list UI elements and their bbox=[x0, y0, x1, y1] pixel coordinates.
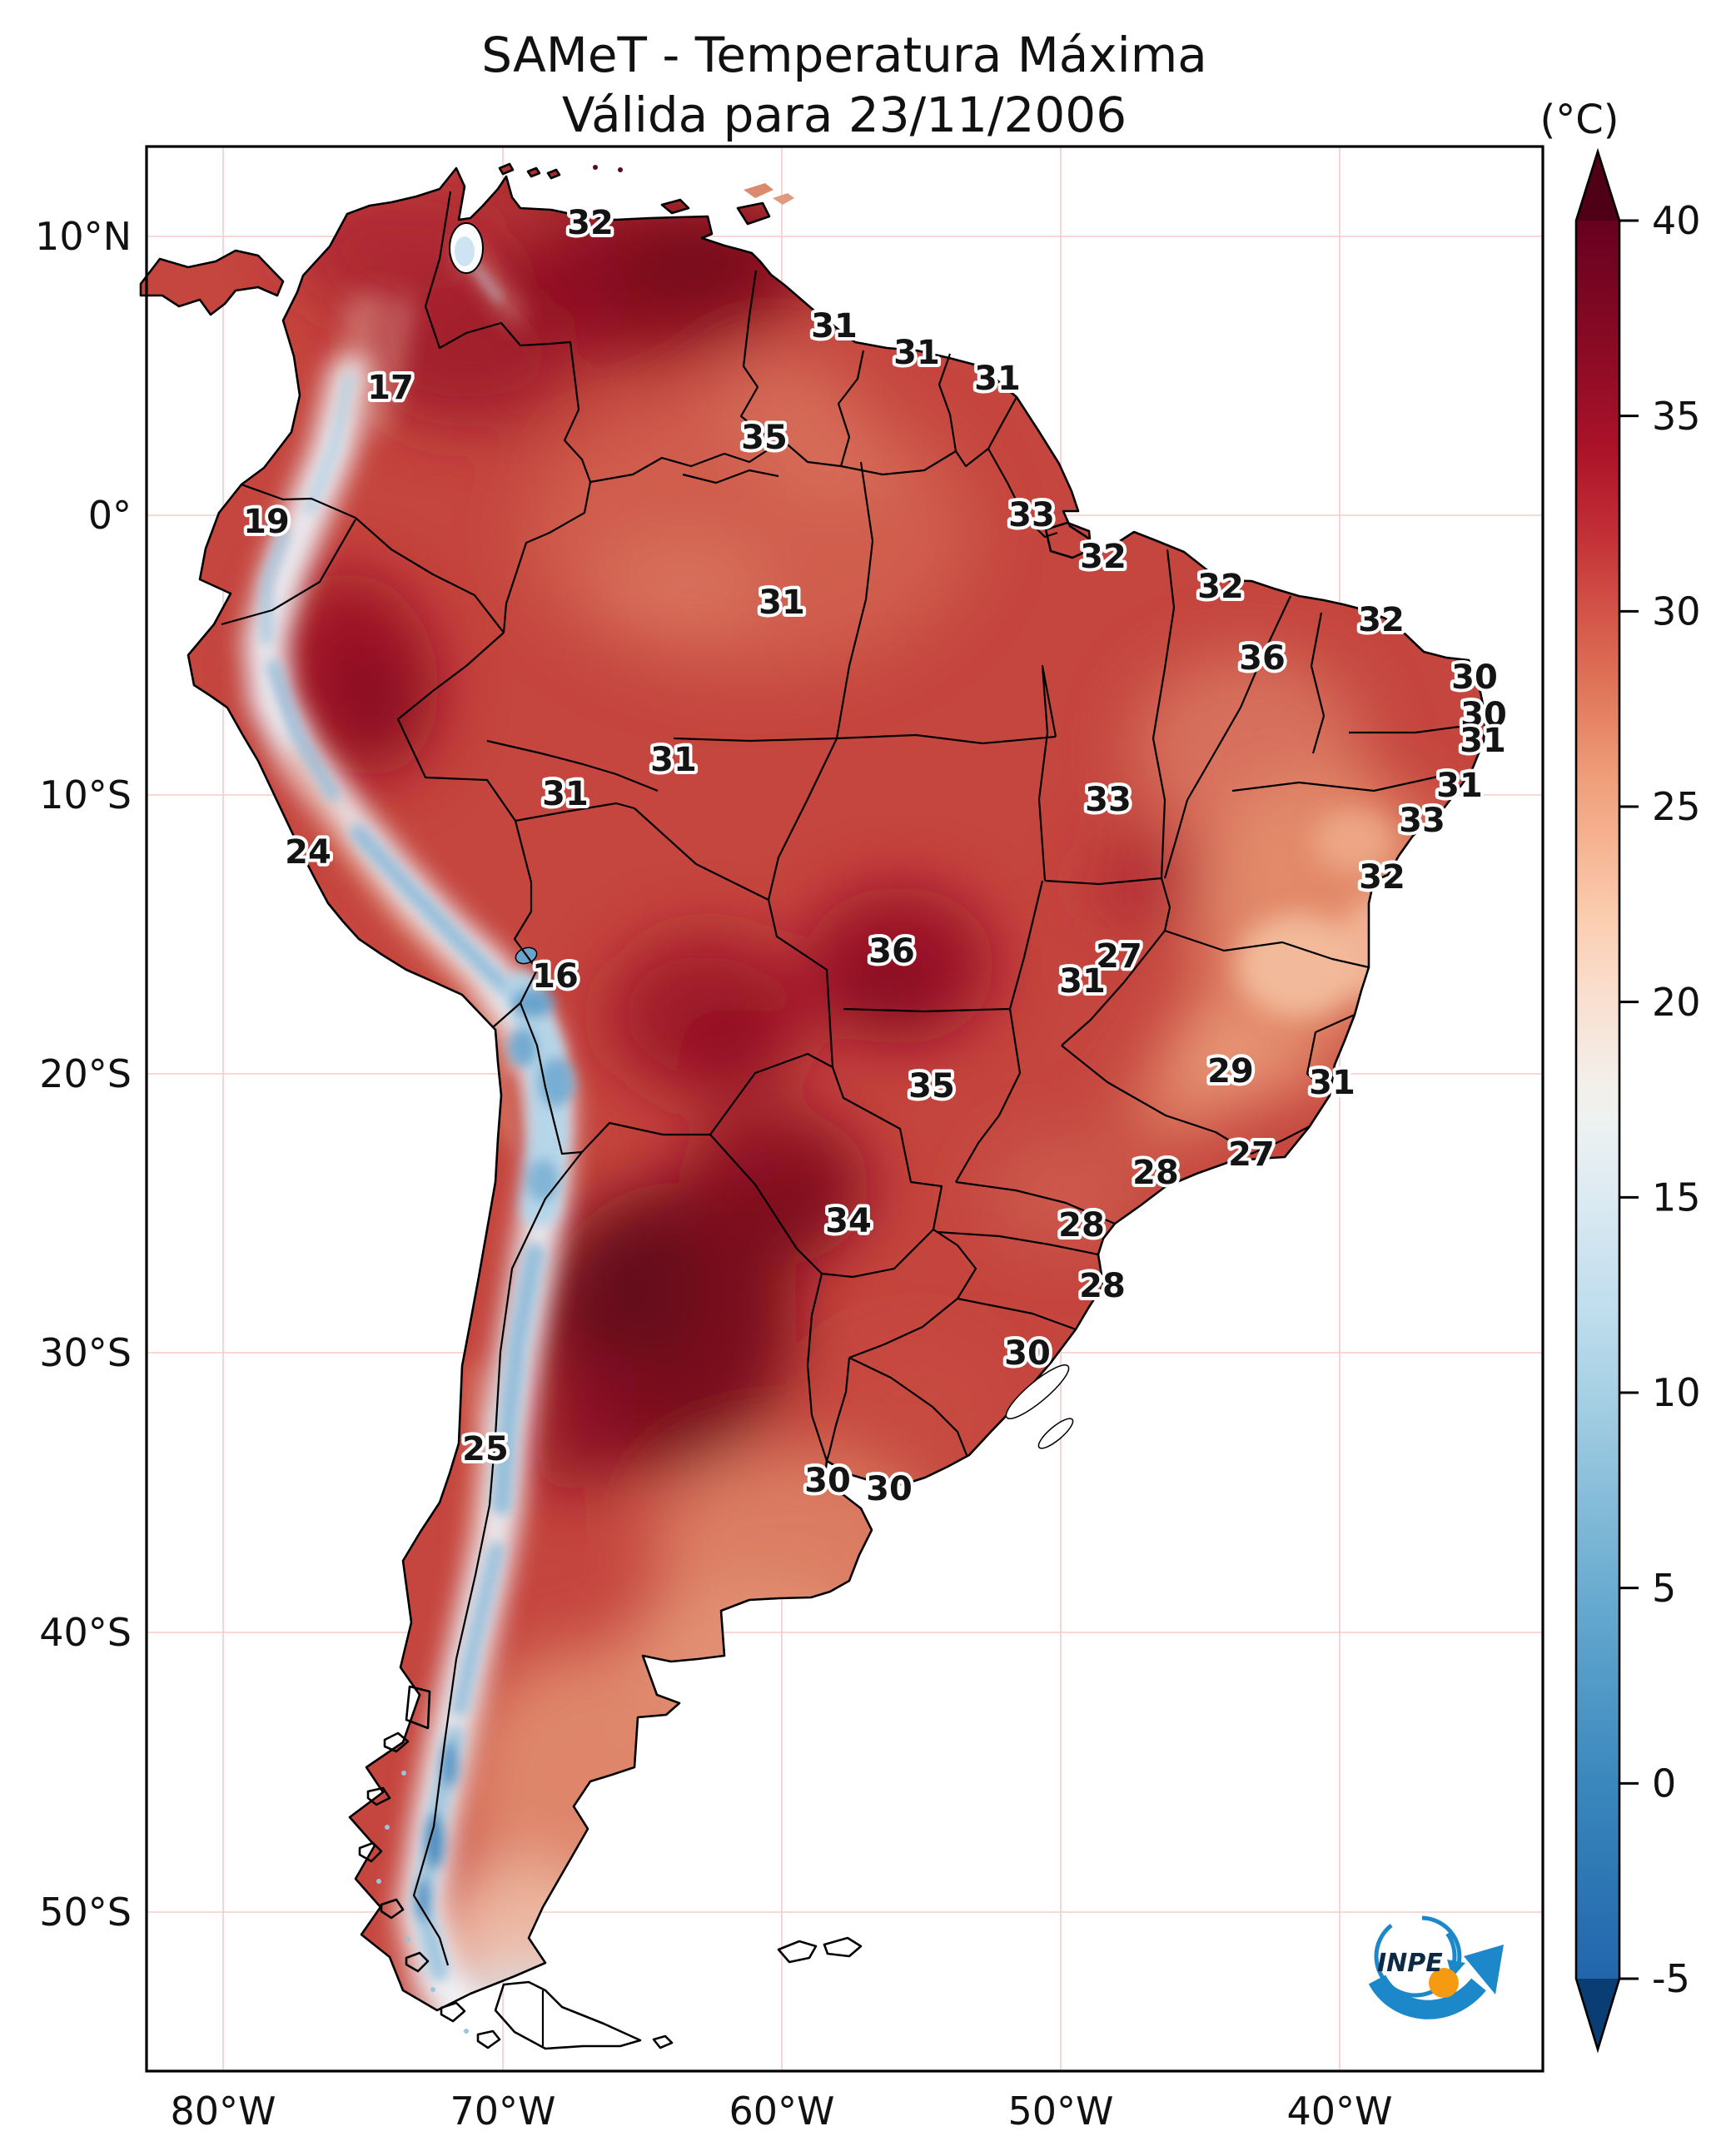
tierra-del-fuego bbox=[494, 1980, 642, 2050]
station-label: 32 bbox=[1358, 601, 1405, 639]
station-label: 32 bbox=[1197, 568, 1244, 606]
colorbar-tick-label: 15 bbox=[1652, 1175, 1701, 1220]
falkland-west bbox=[777, 1940, 818, 1964]
station-label: 24 bbox=[285, 833, 331, 872]
station-label: 16 bbox=[532, 957, 579, 996]
colorbar-tick-label: 25 bbox=[1652, 784, 1701, 829]
latitude-tick-label: 10°N bbox=[35, 214, 132, 259]
station-label: 32 bbox=[1080, 538, 1127, 576]
station-label: 34 bbox=[825, 1202, 872, 1240]
latitude-tick-label: 0° bbox=[88, 493, 132, 538]
falkland-east bbox=[823, 1936, 863, 1958]
title-block: SAMeT - Temperatura Máxima Válida para 2… bbox=[481, 27, 1207, 143]
station-label: 31 bbox=[759, 584, 805, 622]
colorbar-tick-label: 10 bbox=[1652, 1370, 1701, 1415]
longitude-tick-label: 70°W bbox=[450, 2089, 555, 2134]
latitude-tick-label: 50°S bbox=[39, 1890, 132, 1935]
station-label: 36 bbox=[868, 932, 915, 971]
colorbar-tick-label: 20 bbox=[1652, 980, 1701, 1025]
station-label: 31 bbox=[1059, 962, 1106, 1001]
station-label: 30 bbox=[866, 1470, 913, 1508]
inpe-swirl-circle bbox=[1374, 1915, 1457, 1998]
page-title: SAMeT - Temperatura Máxima bbox=[481, 27, 1207, 83]
latitude-axis: 10°N 0° 10°S 20°S 30°S 40°S 50°S bbox=[35, 214, 132, 1935]
latitude-tick-label: 10°S bbox=[39, 772, 132, 817]
page-subtitle: Válida para 23/11/2006 bbox=[562, 87, 1127, 143]
latitude-tick-label: 40°S bbox=[39, 1610, 132, 1655]
station-label: 31 bbox=[542, 775, 589, 813]
station-label: 31 bbox=[974, 360, 1021, 398]
colorbar-tick-label: 5 bbox=[1652, 1566, 1676, 1611]
station-label: 30 bbox=[1460, 696, 1507, 734]
colorbar-tick-label: 40 bbox=[1652, 198, 1701, 243]
colorbar-tick-label: 0 bbox=[1652, 1761, 1676, 1806]
station-label: 31 bbox=[893, 334, 940, 372]
station-label: 28 bbox=[1079, 1267, 1126, 1305]
inpe-orange-dot bbox=[1429, 1968, 1459, 1998]
colorbar-tick-label: 30 bbox=[1652, 589, 1701, 633]
colorbar-ticks: 40 35 30 25 20 15 10 5 0 -5 bbox=[1619, 198, 1701, 2001]
station-label: 29 bbox=[1207, 1052, 1254, 1090]
station-label: 30 bbox=[804, 1462, 851, 1500]
station-label: 30 bbox=[1451, 658, 1498, 697]
colorbar-arrow-bottom bbox=[1576, 1979, 1619, 2049]
lagoa-dos-patos bbox=[1005, 1364, 1070, 1419]
station-label: 27 bbox=[1228, 1135, 1275, 1174]
longitude-tick-label: 60°W bbox=[729, 2089, 834, 2134]
latitude-tick-label: 20°S bbox=[39, 1051, 132, 1096]
longitude-tick-label: 80°W bbox=[170, 2089, 276, 2134]
station-label: 30 bbox=[1004, 1334, 1051, 1373]
colorbar: (°C) 40 35 30 25 20 15 10 5 0 -5 bbox=[1540, 97, 1701, 2054]
station-label: 31 bbox=[1460, 722, 1506, 760]
station-label: 25 bbox=[462, 1430, 509, 1468]
lakes bbox=[449, 222, 1074, 1449]
colorbar-unit-label: (°C) bbox=[1540, 97, 1619, 143]
station-label: 35 bbox=[741, 419, 788, 457]
station-label: 19 bbox=[243, 503, 290, 541]
colorbar-tick-label: -5 bbox=[1652, 1956, 1690, 2001]
country-borders bbox=[221, 191, 1017, 1966]
colorbar-tick-label: 35 bbox=[1652, 394, 1701, 439]
station-label: 33 bbox=[1008, 496, 1055, 534]
station-label: 32 bbox=[567, 204, 614, 242]
colorbar-arrow-top bbox=[1576, 152, 1619, 221]
map-frame bbox=[145, 145, 1544, 2073]
station-label: 36 bbox=[1239, 639, 1286, 678]
station-label: 33 bbox=[1085, 781, 1132, 819]
station-label: 28 bbox=[1132, 1154, 1179, 1192]
longitude-tick-label: 50°W bbox=[1007, 2089, 1113, 2134]
inpe-logo-text: INPE bbox=[1377, 1949, 1443, 1978]
inpe-big-arc bbox=[1368, 1975, 1486, 2019]
latitude-tick-label: 30°S bbox=[39, 1330, 132, 1375]
station-label: 17 bbox=[367, 369, 414, 407]
station-label: 33 bbox=[1399, 802, 1445, 840]
longitude-tick-label: 40°W bbox=[1286, 2089, 1392, 2134]
station-label: 28 bbox=[1058, 1206, 1105, 1244]
inpe-inner-arc bbox=[1421, 1915, 1462, 1970]
station-label: 31 bbox=[1436, 767, 1483, 805]
station-label: 31 bbox=[811, 307, 858, 345]
station-label: 27 bbox=[1096, 937, 1142, 976]
inpe-big-arrowhead bbox=[1464, 1945, 1504, 1995]
state-borders bbox=[486, 448, 1479, 1331]
station-label: 31 bbox=[1309, 1064, 1355, 1102]
colorbar-gradient bbox=[1576, 221, 1619, 1979]
coastline bbox=[139, 162, 1487, 2012]
station-label: 31 bbox=[650, 741, 697, 779]
inpe-logo: INPE bbox=[1368, 1915, 1504, 2019]
longitude-axis: 80°W 70°W 60°W 50°W 40°W bbox=[170, 2089, 1392, 2134]
southern-islands bbox=[358, 1685, 863, 2050]
lagoa-mirim bbox=[1037, 1418, 1074, 1449]
chiloe-island bbox=[405, 1685, 431, 1730]
station-label: 32 bbox=[1359, 858, 1405, 897]
station-label: 35 bbox=[908, 1067, 955, 1105]
